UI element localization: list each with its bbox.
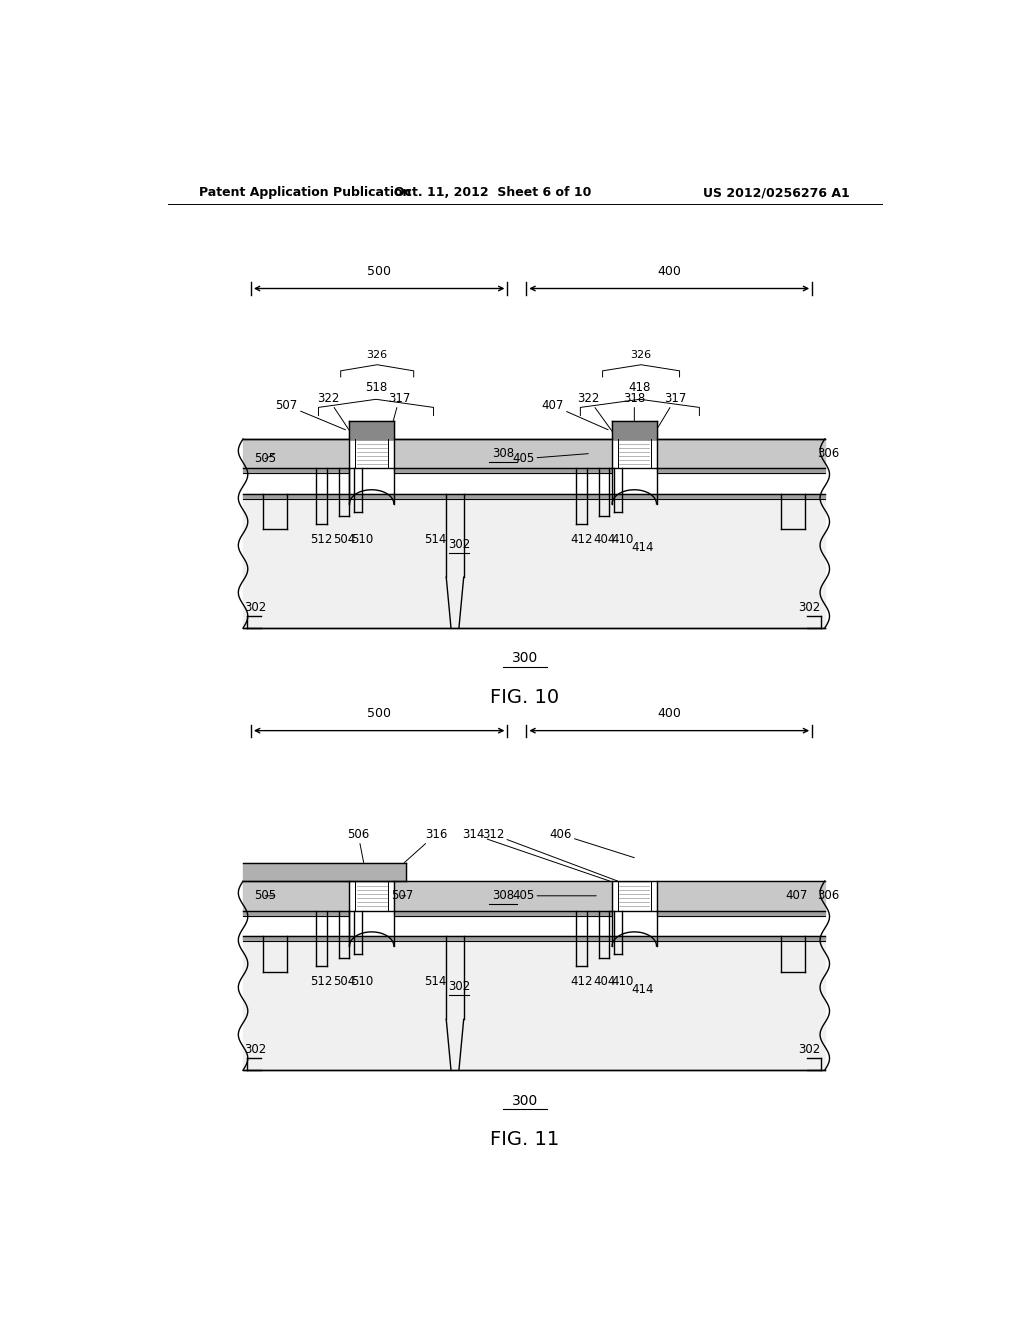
- Text: 512: 512: [310, 533, 333, 546]
- Text: 500: 500: [368, 265, 391, 279]
- Text: 514: 514: [424, 975, 446, 989]
- Text: 500: 500: [368, 708, 391, 721]
- Text: 326: 326: [367, 350, 388, 359]
- Text: 300: 300: [512, 1093, 538, 1107]
- Text: 518: 518: [365, 381, 387, 395]
- Text: 410: 410: [611, 975, 634, 989]
- Text: 308: 308: [492, 890, 514, 903]
- Text: 317: 317: [651, 392, 687, 440]
- Text: 302: 302: [447, 981, 470, 993]
- Text: 308: 308: [492, 447, 514, 461]
- Text: 512: 512: [310, 975, 333, 989]
- Text: 506: 506: [347, 828, 370, 863]
- Text: 410: 410: [611, 533, 634, 546]
- Text: 404: 404: [593, 975, 615, 989]
- Text: 306: 306: [817, 447, 839, 461]
- Text: 405: 405: [512, 890, 596, 903]
- Text: 318: 318: [624, 392, 645, 440]
- Text: 414: 414: [631, 983, 653, 997]
- Text: 504: 504: [333, 533, 355, 546]
- Text: 326: 326: [631, 350, 651, 359]
- Text: 314: 314: [462, 828, 609, 880]
- Text: Patent Application Publication: Patent Application Publication: [200, 186, 412, 199]
- Text: 306: 306: [817, 890, 839, 903]
- Text: 317: 317: [388, 392, 411, 440]
- Text: 505: 505: [254, 890, 276, 903]
- Text: 302: 302: [244, 1043, 266, 1056]
- Text: 412: 412: [570, 975, 593, 989]
- Text: 414: 414: [631, 541, 653, 554]
- Text: 504: 504: [333, 975, 355, 989]
- Text: 400: 400: [657, 265, 681, 279]
- Text: 302: 302: [244, 601, 266, 614]
- Text: Oct. 11, 2012  Sheet 6 of 10: Oct. 11, 2012 Sheet 6 of 10: [394, 186, 592, 199]
- Text: 507: 507: [275, 399, 345, 430]
- Text: 302: 302: [798, 1043, 820, 1056]
- Text: 406: 406: [549, 828, 634, 858]
- Text: FIG. 10: FIG. 10: [490, 688, 559, 706]
- Text: 404: 404: [593, 533, 615, 546]
- Text: 302: 302: [798, 601, 820, 614]
- Text: 505: 505: [254, 453, 276, 465]
- Text: 510: 510: [351, 533, 373, 546]
- Text: 510: 510: [351, 975, 373, 989]
- Text: 407: 407: [785, 890, 808, 903]
- Text: 514: 514: [424, 533, 446, 546]
- Text: 316: 316: [404, 828, 447, 863]
- Text: 405: 405: [512, 453, 588, 465]
- Text: US 2012/0256276 A1: US 2012/0256276 A1: [703, 186, 850, 199]
- Text: 302: 302: [447, 539, 470, 552]
- Text: 407: 407: [542, 399, 608, 430]
- Text: 507: 507: [391, 890, 413, 903]
- Text: 418: 418: [629, 381, 651, 395]
- Text: FIG. 11: FIG. 11: [490, 1130, 559, 1148]
- Text: 322: 322: [316, 392, 355, 440]
- Text: 400: 400: [657, 708, 681, 721]
- Text: 312: 312: [482, 828, 617, 880]
- Text: 322: 322: [578, 392, 617, 440]
- Text: 412: 412: [570, 533, 593, 546]
- Text: 300: 300: [512, 652, 538, 665]
